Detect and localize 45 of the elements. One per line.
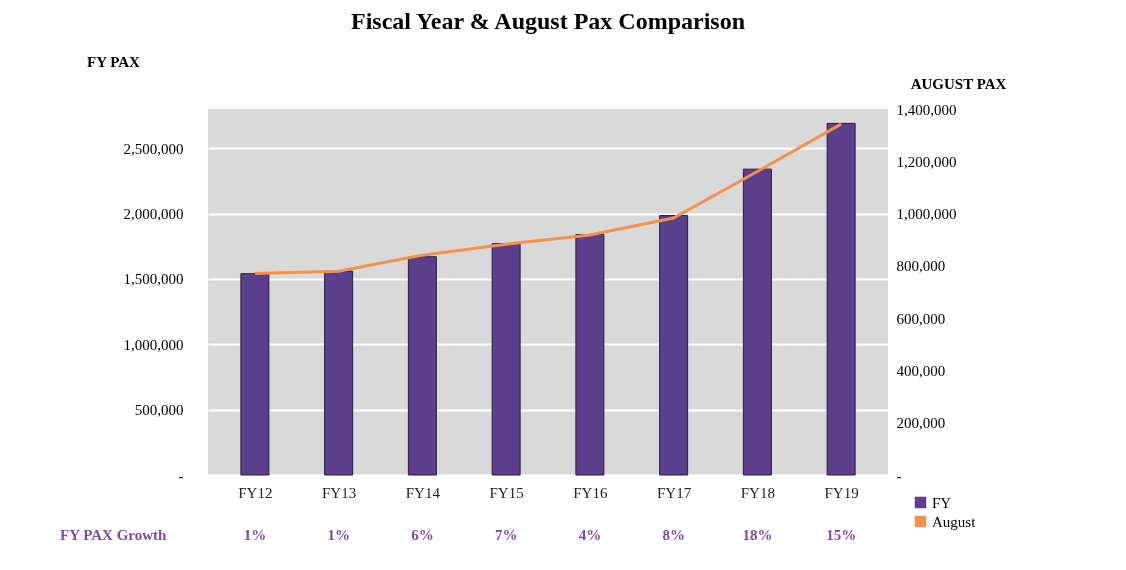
bar [742,168,772,476]
y-tick-label: 2,000,000 [123,206,184,223]
bar [491,243,521,476]
text: FY PAX Growth [60,527,168,543]
y-tick-label: 2,500,000 [123,140,184,157]
y-tick-label: 1,000,000 [123,336,184,353]
bar [407,256,437,476]
y2-tick-label: 1,200,000 [896,153,957,170]
y-tick-label: - [178,467,184,484]
text: 7% [494,527,518,543]
text: 8% [662,527,685,543]
x-tick-label: FY18 [740,484,775,501]
text: 1% [243,527,267,543]
chart-title: Fiscal Year & August Pax Comparison [350,8,746,34]
y2-tick-label: 400,000 [896,362,946,379]
bar [324,270,354,476]
bar [659,215,689,476]
y2-tick-label: 600,000 [896,310,946,327]
x-tick-label: FY12 [238,484,273,501]
text: 4% [578,527,602,543]
x-tick-label: FY15 [489,484,524,501]
x-tick-label: FY17 [657,484,692,501]
y-tick-label: 500,000 [134,402,184,419]
line-series [253,122,843,275]
x-tick-label: FY16 [573,484,608,501]
bar [240,273,270,476]
y2-tick-label: - [896,467,902,484]
y-axis-title: FY PAX [87,53,141,70]
bar [826,122,856,476]
y2-axis-title: AUGUST PAX [910,75,1007,92]
y-tick-label: 1,500,000 [123,271,184,288]
legend-label: FY [932,494,952,511]
y2-tick-label: 200,000 [896,415,946,432]
bar [575,233,605,476]
x-tick-label: FY19 [824,484,859,501]
text: 18% [742,527,773,543]
y2-tick-label: 1,400,000 [896,101,957,118]
x-tick-label: FY14 [405,484,441,501]
x-tick-label: FY13 [322,484,357,501]
text: 1% [327,527,350,543]
text: 6% [411,527,434,543]
y2-tick-label: 1,000,000 [896,206,957,223]
y2-tick-label: 800,000 [896,258,946,275]
legend-label: August [932,513,977,530]
text: 15% [826,527,857,543]
